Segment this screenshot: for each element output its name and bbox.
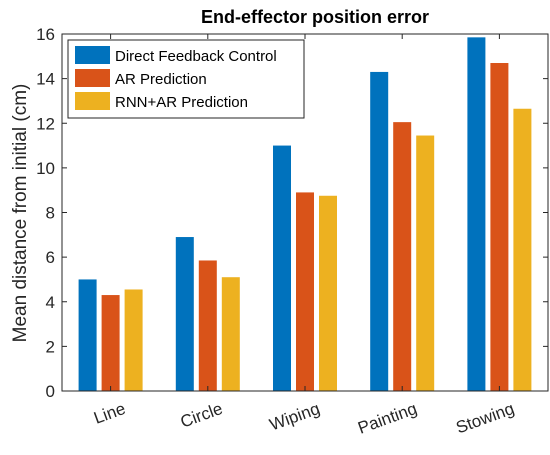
- bar-stowing-series-2: [490, 63, 509, 391]
- bar-line-series-1: [78, 279, 97, 391]
- y-tick-label: 6: [46, 248, 55, 267]
- legend: Direct Feedback Control AR Prediction RNN+…: [67, 39, 305, 119]
- legend-swatch-series-2: [75, 69, 110, 87]
- x-tick-label: Wiping: [267, 399, 322, 435]
- bar-line-series-3: [124, 289, 143, 391]
- bar-line-series-2: [101, 295, 120, 391]
- legend-label-series-3: RNN+AR Prediction: [115, 94, 248, 111]
- bar-stowing-series-3: [513, 108, 532, 391]
- bar-painting-series-3: [416, 135, 435, 391]
- bar-circle-series-3: [221, 277, 240, 391]
- y-tick-label: 16: [36, 25, 55, 44]
- y-tick-label: 8: [46, 204, 55, 223]
- y-tick-label: 0: [46, 382, 55, 401]
- x-tick-label: Stowing: [453, 399, 516, 438]
- y-axis-label: Mean distance from initial (cm): [10, 84, 31, 343]
- x-tick-label: Line: [91, 399, 128, 428]
- bar-wiping-series-3: [319, 195, 337, 391]
- legend-label-series-1: Direct Feedback Control: [115, 48, 277, 65]
- y-tick-label: 2: [46, 337, 55, 356]
- legend-swatch-series-3: [75, 92, 110, 110]
- y-tick-label: 4: [46, 293, 55, 312]
- chart-title: End-effector position error: [201, 7, 429, 27]
- x-tick-label: Circle: [178, 399, 225, 432]
- y-tick-label: 12: [36, 114, 55, 133]
- bar-painting-series-1: [370, 71, 389, 392]
- y-tick-label: 14: [36, 70, 55, 89]
- bars-group: [78, 37, 532, 392]
- y-tick-label: 10: [36, 159, 55, 178]
- legend-label-series-2: AR Prediction: [115, 71, 207, 88]
- x-tick-label: Painting: [355, 399, 419, 438]
- bar-painting-series-2: [393, 122, 412, 392]
- bar-stowing-series-1: [467, 37, 486, 392]
- bar-circle-series-2: [198, 260, 217, 391]
- legend-swatch-series-1: [75, 46, 110, 64]
- bar-circle-series-1: [175, 237, 194, 391]
- bar-wiping-series-2: [296, 192, 314, 391]
- bar-wiping-series-1: [273, 145, 291, 391]
